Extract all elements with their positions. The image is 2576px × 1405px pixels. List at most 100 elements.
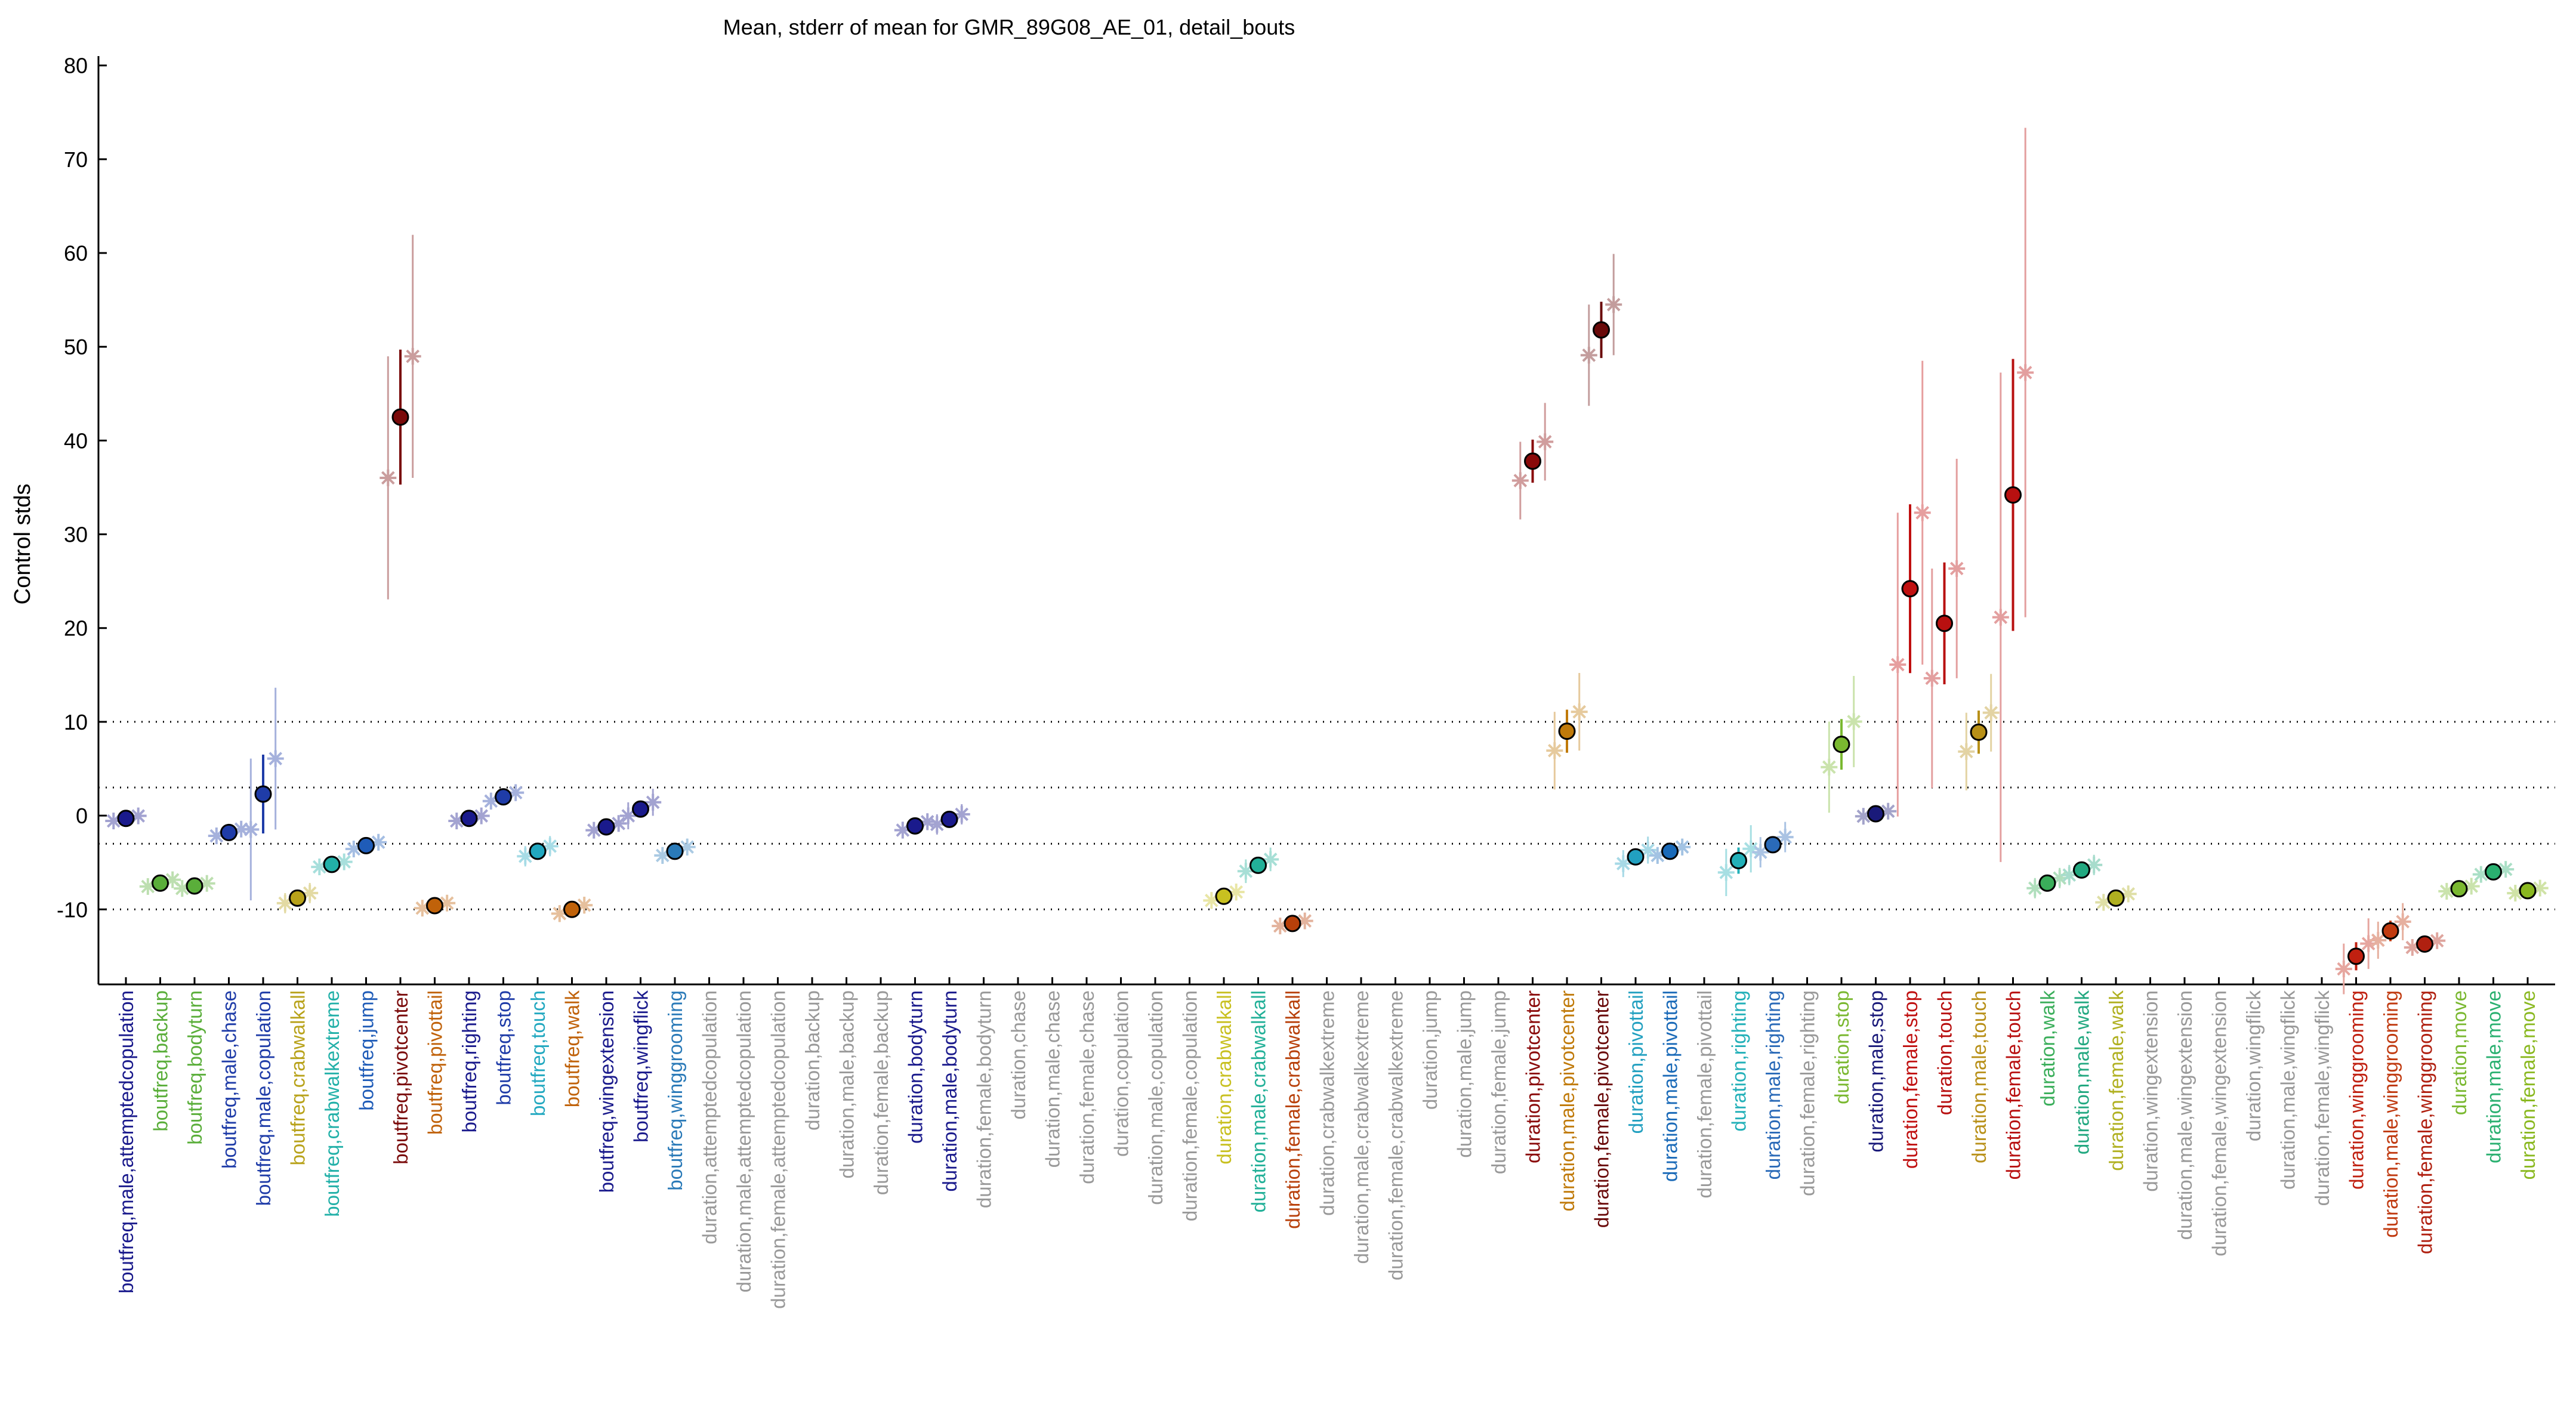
x-tick-label: boutfreq,crabwalkextreme	[321, 990, 343, 1217]
x-tick-labels: boutfreq,male,attemptedcopulation boutfre…	[115, 990, 2539, 1309]
star-stroke	[381, 471, 395, 485]
x-tick-label: duration,male,crabwalkall	[1248, 990, 1270, 1212]
mean-point	[1832, 736, 1850, 754]
mean-point	[2485, 863, 2502, 881]
x-tick-label: boutfreq,backup	[150, 990, 172, 1132]
x-tick-label: duration,male,pivotcenter	[1556, 990, 1578, 1212]
mean-point	[2519, 882, 2537, 900]
x-tick-label: duration,female,stop	[1899, 990, 1921, 1169]
star-stroke	[2018, 366, 2032, 379]
mean-point	[357, 836, 375, 854]
mean-point	[2381, 922, 2399, 940]
mean-point	[2416, 935, 2433, 953]
x-tick-label: duration,move	[2448, 990, 2470, 1115]
y-axis-label: Control stds	[10, 484, 35, 605]
mean-point	[940, 810, 958, 828]
mean-point	[1970, 723, 1988, 741]
mean-point	[391, 408, 409, 426]
x-tick-label: boutfreq,pivotcenter	[390, 990, 412, 1165]
star-stroke	[243, 823, 258, 836]
x-tick-label: boutfreq,touch	[527, 990, 549, 1116]
y-tick-label: 10	[64, 710, 88, 734]
y-tick-label: 60	[64, 241, 88, 265]
star-marker	[1982, 704, 2000, 721]
x-tick-label: duration,male,jump	[1454, 990, 1476, 1158]
star-marker	[644, 793, 662, 811]
chart-title: Mean, stderr of mean for GMR_89G08_AE_01…	[723, 15, 1295, 39]
mean-point	[529, 842, 547, 860]
mean-point	[254, 785, 272, 803]
star-stroke	[1994, 610, 2008, 624]
x-tick-label: boutfreq,stop	[493, 990, 515, 1106]
x-tick-label: duration,chase	[1007, 990, 1029, 1119]
star-marker	[1717, 864, 1735, 881]
star-marker	[619, 807, 637, 825]
x-tick-label: boutfreq,male,copulation	[252, 990, 274, 1206]
star-stroke	[1753, 845, 1767, 859]
mean-point	[1936, 615, 1953, 632]
x-tick-label: boutfreq,wingextension	[596, 990, 618, 1193]
x-tick-label: duration,winggrooming	[2346, 990, 2368, 1190]
mean-point	[2107, 889, 2125, 907]
x-tick-label: boutfreq,wingflick	[630, 990, 652, 1142]
x-tick-label: duration,female,crabwalkextreme	[1385, 990, 1407, 1280]
mean-point	[1764, 836, 1782, 854]
star-stroke	[1915, 506, 1930, 520]
mean-point	[220, 823, 237, 841]
mean-point	[152, 874, 169, 892]
star-marker	[1948, 560, 1966, 577]
mean-point	[563, 900, 581, 918]
star-stroke	[1513, 474, 1528, 487]
x-tick-label: duration,male,attemptedcopulation	[733, 990, 755, 1292]
star-stroke	[1582, 348, 1596, 362]
x-tick-label: duration,female,crabwalkall	[1282, 990, 1304, 1229]
star-marker	[2394, 913, 2411, 930]
mean-point	[632, 800, 649, 818]
x-tick-label: duration,female,pivotcenter	[1591, 990, 1613, 1228]
x-tick-label: boutfreq,jump	[356, 990, 378, 1111]
star-marker	[1821, 758, 1838, 776]
x-tick-label: duration,walk	[2037, 990, 2059, 1107]
x-tick-label: duration,female,touch	[2003, 990, 2025, 1179]
mean-point	[666, 842, 684, 860]
x-tick-label: duration,female,chase	[1076, 990, 1098, 1184]
x-tick-label: boutfreq,bodyturn	[184, 990, 206, 1145]
star-stroke	[1984, 706, 1998, 720]
mean-point	[289, 889, 306, 907]
x-tick-label: duration,male,copulation	[1144, 990, 1167, 1205]
x-tick-label: duration,male,pivottail	[1659, 990, 1682, 1182]
x-tick-label: duration,wingextension	[2140, 990, 2162, 1192]
mean-point	[1524, 452, 1541, 470]
star-stroke	[621, 809, 635, 823]
mean-point	[1627, 848, 1645, 866]
x-tick-label: duration,female,righting	[1797, 990, 1819, 1196]
star-stroke	[1719, 866, 1733, 879]
star-marker	[345, 841, 362, 858]
x-tick-label: duration,male,wingflick	[2277, 990, 2299, 1190]
mean-point	[2038, 874, 2056, 892]
x-tick-label: boutfreq,pivottail	[424, 990, 446, 1135]
y-tick-label: 20	[64, 616, 88, 641]
mean-point	[2450, 880, 2468, 898]
x-tick-label: boutfreq,male,chase	[218, 990, 240, 1169]
star-marker	[2335, 961, 2352, 978]
star-marker	[404, 348, 421, 365]
mean-point	[1730, 852, 1747, 870]
x-tick-label: duration,female,copulation	[1179, 990, 1201, 1221]
x-tick-label: duration,female,jump	[1488, 990, 1510, 1174]
star-marker	[473, 807, 490, 825]
star-marker	[1992, 609, 2009, 626]
x-tick-label: duration,male,chase	[1042, 990, 1064, 1168]
x-tick-label: duration,stop	[1831, 990, 1853, 1104]
mean-point	[2347, 947, 2365, 965]
error-bars	[125, 301, 2529, 971]
individual-markers	[105, 128, 2549, 995]
y-tick-label: -10	[57, 897, 88, 922]
x-tick-label: duration,female,wingflick	[2311, 990, 2333, 1206]
y-tick-label: 50	[64, 335, 88, 359]
x-tick-label: boutfreq,walk	[562, 990, 584, 1108]
mean-point	[323, 856, 341, 873]
star-marker	[242, 821, 260, 838]
y-tick-label: 30	[64, 523, 88, 547]
